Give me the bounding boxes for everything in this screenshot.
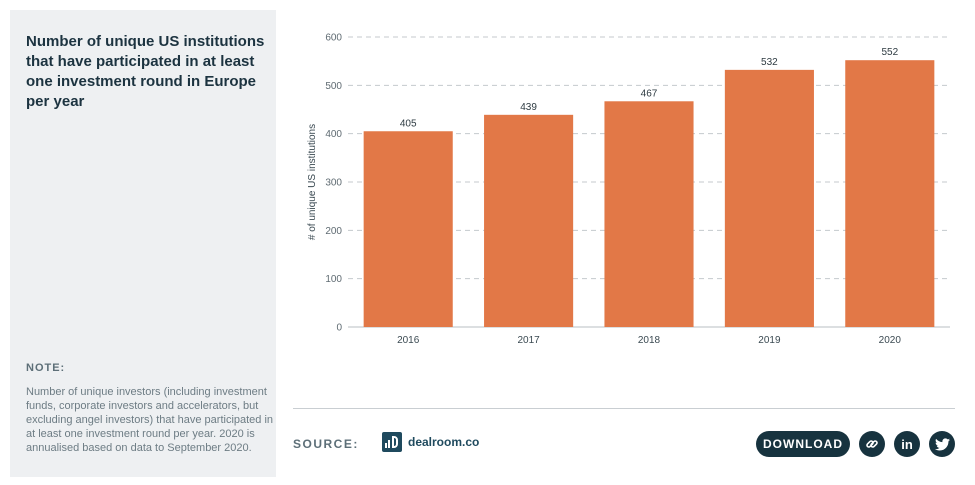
twitter-icon xyxy=(934,437,950,450)
bar xyxy=(604,101,694,328)
x-tick-label: 2018 xyxy=(638,335,661,346)
note-label: NOTE: xyxy=(26,362,66,374)
y-tick-label: 600 xyxy=(325,33,342,44)
footer-divider xyxy=(293,408,955,409)
bar xyxy=(724,69,814,327)
y-tick-label: 200 xyxy=(325,226,342,237)
source-name: dealroom.co xyxy=(408,435,480,449)
x-tick-label: 2017 xyxy=(517,335,540,346)
y-tick-label: 100 xyxy=(325,274,342,285)
data-label: 467 xyxy=(641,88,658,99)
bar xyxy=(363,131,453,327)
download-button[interactable]: DOWNLOAD xyxy=(756,431,850,457)
side-panel: Number of unique US institutions that ha… xyxy=(10,10,276,477)
bar-chart: 0 100 200 300 400 500 600 # of unique US instit… xyxy=(307,33,950,346)
twitter-share-button[interactable] xyxy=(929,431,955,457)
data-label: 552 xyxy=(881,47,898,58)
y-tick-label: 300 xyxy=(325,178,342,189)
data-label: 532 xyxy=(761,57,778,68)
linkedin-share-button[interactable]: in xyxy=(894,431,920,457)
dealroom-logo-icon xyxy=(382,432,402,452)
dealroom-logo[interactable]: dealroom.co xyxy=(382,432,479,452)
y-tick-label: 500 xyxy=(325,81,342,92)
x-tick-label: 2016 xyxy=(397,335,420,346)
chart-title: Number of unique US institutions that ha… xyxy=(26,33,265,110)
y-tick-label: 0 xyxy=(336,323,342,334)
data-label: 439 xyxy=(520,102,537,113)
source-label: SOURCE: xyxy=(293,437,359,451)
copy-link-button[interactable] xyxy=(859,431,885,457)
bar xyxy=(484,114,574,327)
x-tick-label: 2020 xyxy=(879,335,902,346)
linkedin-icon: in xyxy=(901,436,913,452)
x-tick-label: 2019 xyxy=(758,335,781,346)
link-icon xyxy=(866,440,878,448)
data-label: 405 xyxy=(400,118,417,129)
y-axis-label: # of unique US institutions xyxy=(307,124,318,240)
y-tick-label: 400 xyxy=(325,129,342,140)
note-text: Number of unique investors (including in… xyxy=(26,386,274,454)
bar xyxy=(845,60,935,327)
